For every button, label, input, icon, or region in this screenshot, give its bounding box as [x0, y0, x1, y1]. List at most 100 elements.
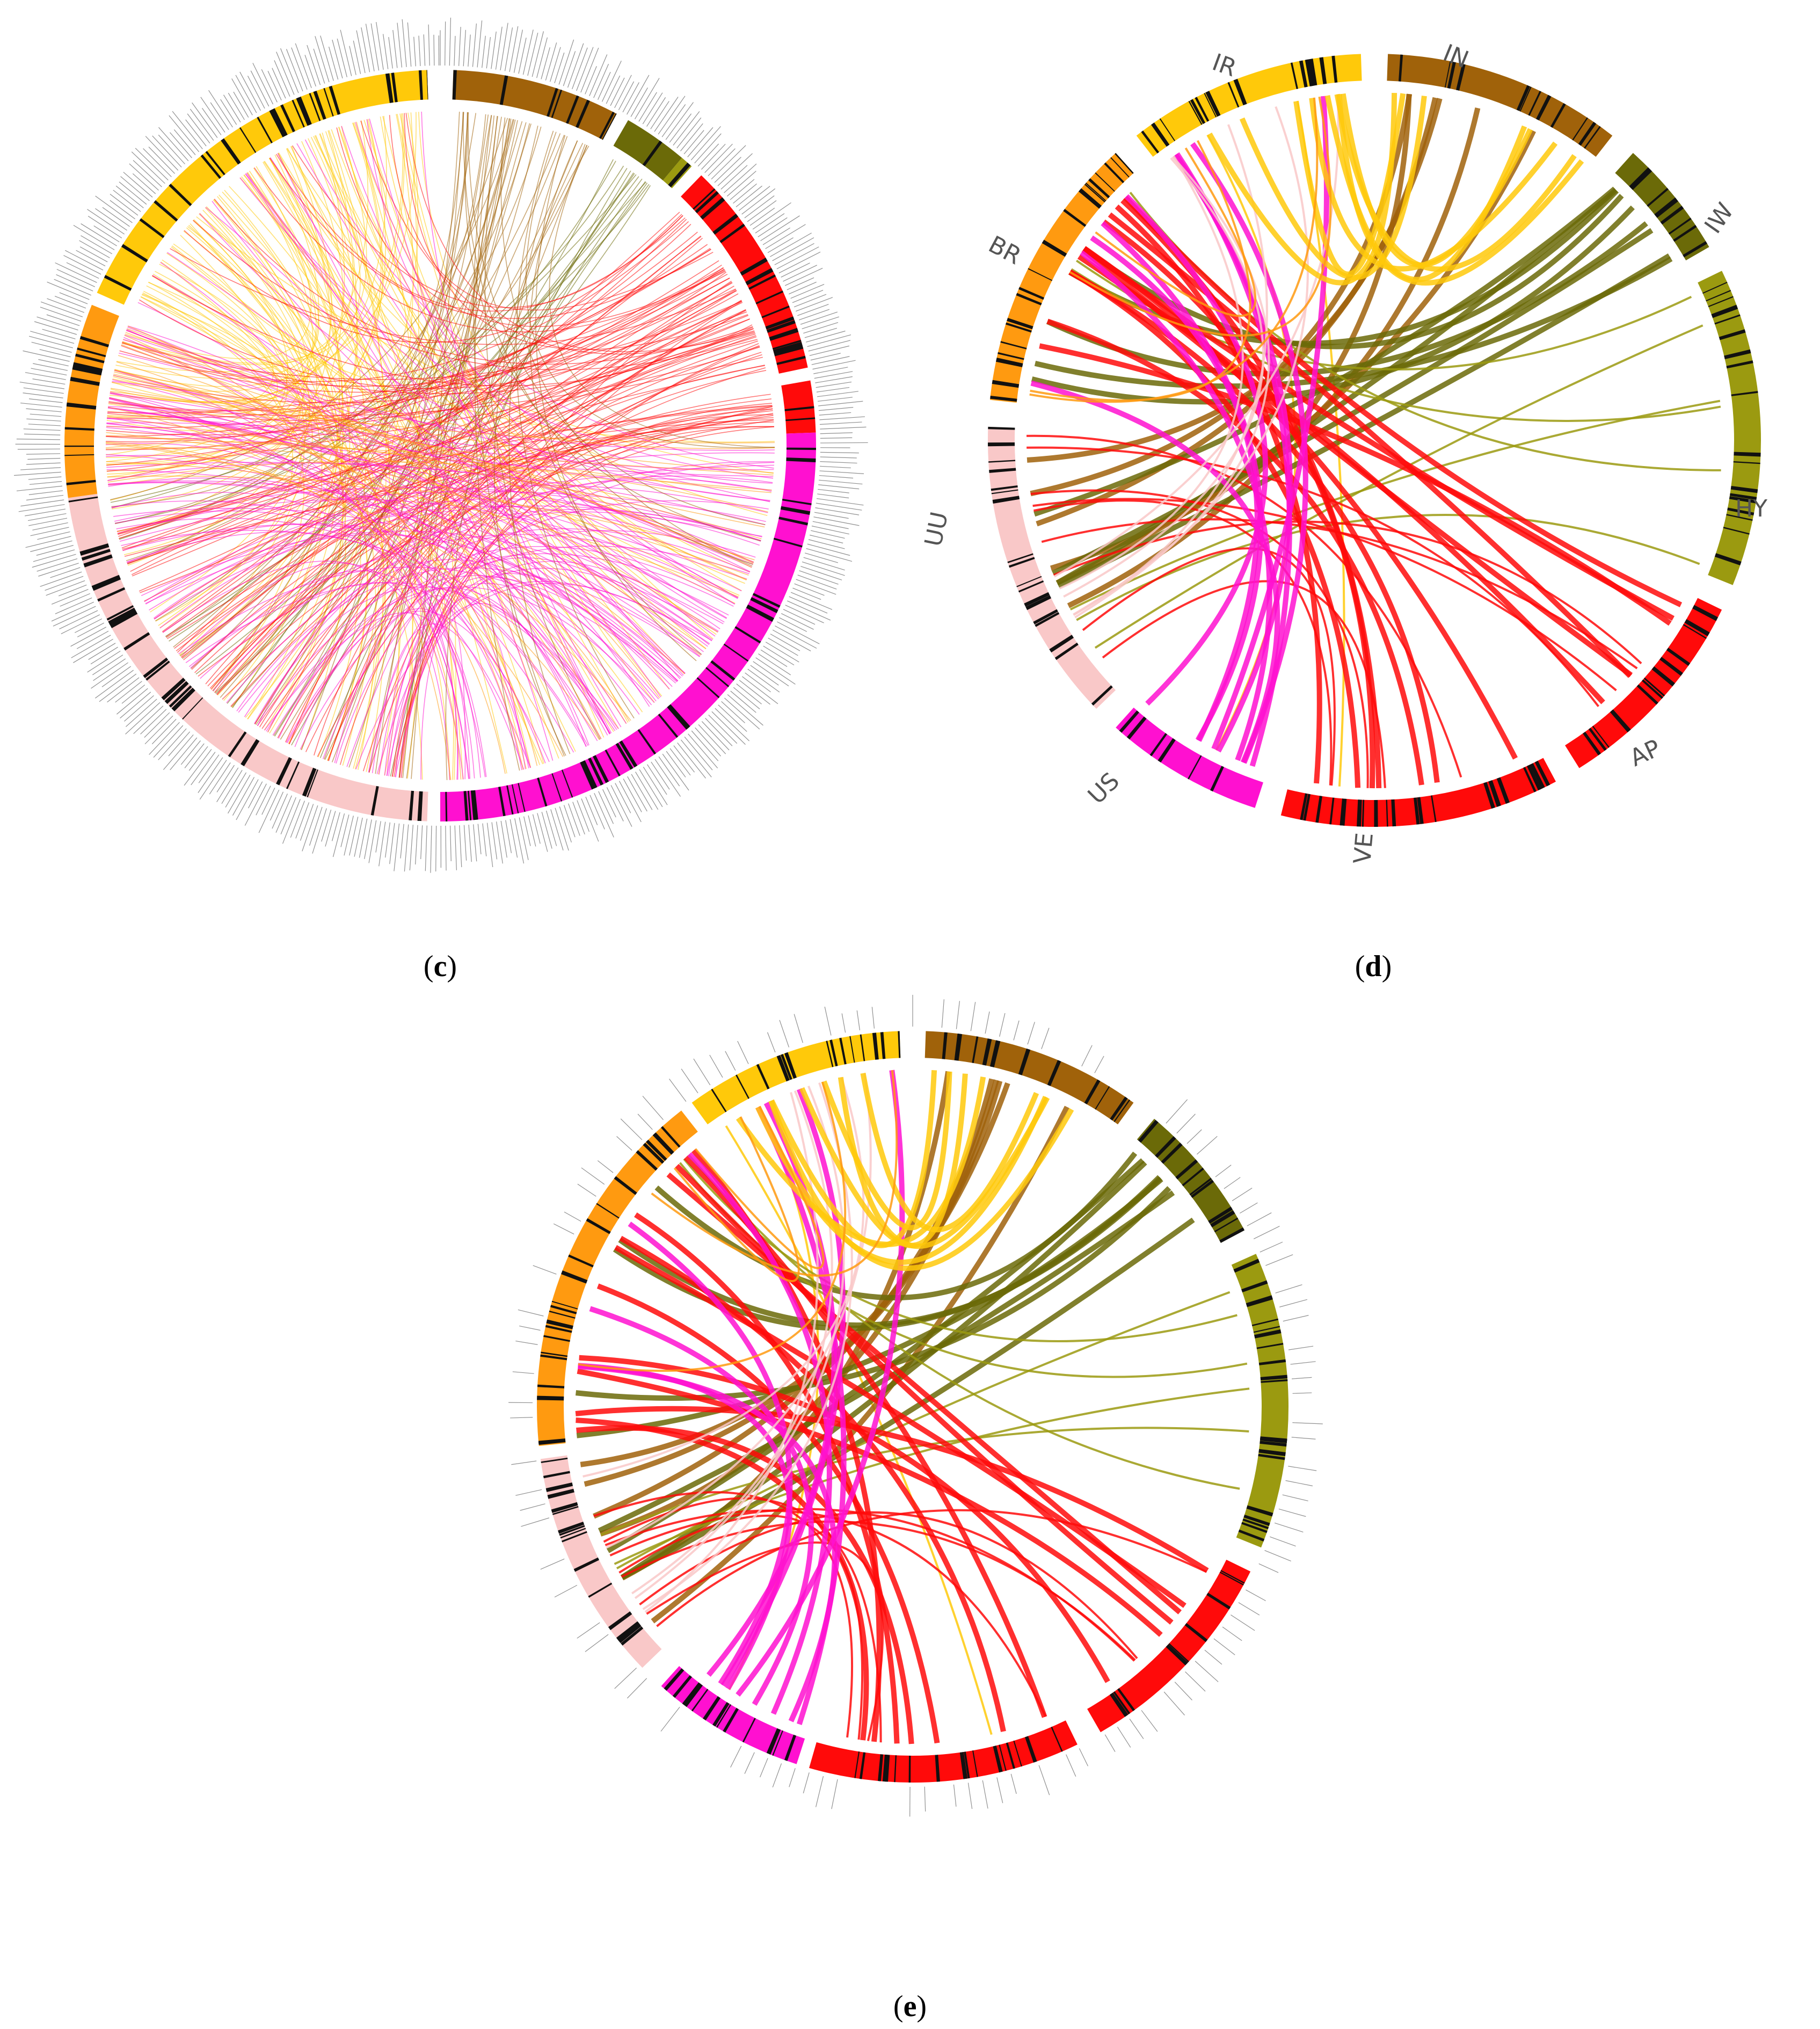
e-gene-label-mark — [1197, 1136, 1218, 1155]
c-gene-label-mark — [79, 246, 108, 263]
e-link — [675, 1163, 1174, 1625]
c-gene-label-mark — [38, 563, 79, 577]
c-gene-label-mark — [275, 795, 292, 833]
e-segment-in — [924, 1031, 1134, 1125]
e-gene-label-mark — [1238, 1602, 1260, 1616]
e-gene-band — [1095, 1086, 1110, 1110]
e-gene-label-mark — [1231, 1615, 1255, 1631]
d-gene-band — [1488, 780, 1501, 807]
c-link — [116, 518, 587, 747]
c-gene-band — [761, 306, 790, 318]
c-gene-label-mark — [522, 30, 534, 75]
c-gene-label-mark — [42, 329, 76, 339]
c-gene-label-mark — [425, 825, 427, 871]
c-link — [145, 464, 774, 604]
c-gene-label-mark — [819, 470, 864, 475]
e-link — [614, 1245, 1186, 1608]
d-segment-br — [989, 152, 1134, 403]
e-gene-label-mark — [1288, 1346, 1314, 1350]
c-gene-label-mark — [811, 526, 849, 535]
d-link — [1068, 188, 1619, 346]
e-gene-band — [1260, 1436, 1287, 1442]
c-gene-label-mark — [172, 111, 203, 149]
c-gene-label-mark — [55, 597, 92, 614]
c-segment-in — [452, 70, 617, 140]
e-gene-band — [982, 1038, 992, 1066]
c-link — [106, 435, 774, 476]
c-gene-label-mark — [252, 63, 274, 105]
c-gene-label-mark — [454, 825, 457, 870]
c-gene-label-mark — [93, 225, 120, 243]
c-gene-label-mark — [223, 94, 241, 122]
e-link — [755, 1095, 1049, 1266]
d-link — [1211, 96, 1329, 750]
d-gene-band — [1110, 157, 1130, 178]
e-gene-band — [872, 1032, 879, 1060]
e-gene-label-mark — [1195, 1661, 1219, 1682]
e-gene-label-mark — [1246, 1589, 1266, 1602]
d-link — [1090, 235, 1260, 742]
e-gene-band — [711, 1088, 727, 1112]
c-gene-label-mark — [694, 133, 722, 164]
c-link — [125, 166, 311, 360]
c-link — [269, 157, 711, 319]
c-gene-label-mark — [772, 237, 814, 261]
e-gene-label-mark — [1041, 1028, 1050, 1050]
d-gene-band — [1643, 677, 1665, 697]
c-link — [139, 299, 742, 389]
c-gene-band — [70, 376, 100, 386]
c-gene-band — [228, 731, 247, 758]
d-gene-band — [1536, 94, 1550, 120]
c-gene-label-mark — [741, 188, 776, 215]
c-gene-label-mark — [23, 350, 70, 362]
c-gene-band — [106, 605, 134, 621]
d-gene-band — [1006, 322, 1032, 333]
c-link — [188, 534, 742, 667]
c-segment-hy — [663, 157, 692, 188]
d-gene-band — [1636, 684, 1658, 705]
c-link — [468, 112, 766, 525]
e-gene-label-mark — [518, 1309, 544, 1317]
c-gene-band — [269, 110, 285, 137]
d-gene-band — [1303, 794, 1311, 821]
c-gene-label-mark — [79, 240, 110, 258]
e-link — [634, 1085, 845, 1599]
c-gene-label-mark — [537, 813, 548, 852]
d-gene-band — [1016, 576, 1042, 587]
e-gene-band — [573, 1557, 600, 1572]
c-gene-band — [221, 138, 241, 165]
c-gene-band — [776, 355, 806, 365]
e-gene-label-mark — [999, 1013, 1006, 1037]
d-gene-band — [1417, 797, 1424, 824]
c-gene-label-mark — [758, 653, 791, 675]
c-gene-label-mark — [125, 699, 157, 728]
c-gene-label-mark — [158, 134, 185, 164]
e-gene-band — [1182, 1167, 1204, 1187]
d-gene-band — [1119, 710, 1139, 733]
d-gene-band — [1526, 765, 1541, 791]
c-links — [105, 111, 775, 780]
e-gene-label-mark — [1081, 1045, 1093, 1067]
c-link — [108, 285, 301, 485]
e-gene-band — [859, 1752, 866, 1779]
c-gene-label-mark — [810, 534, 843, 544]
c-gene-label-mark — [208, 90, 233, 128]
e-gene-label-mark — [1215, 1165, 1232, 1177]
c-gene-label-mark — [37, 531, 70, 540]
d-gene-band — [1331, 55, 1338, 83]
d-link — [1076, 514, 1700, 621]
c-gene-label-mark — [803, 557, 845, 571]
e-gene-label-mark — [581, 1167, 605, 1185]
c-link — [107, 244, 708, 418]
e-gene-band — [1214, 1217, 1239, 1233]
c-link — [108, 482, 670, 690]
e-gene-label-mark — [982, 1780, 988, 1809]
d-gene-band — [1115, 152, 1134, 174]
c-gene-band — [286, 761, 300, 789]
c-gene-label-mark — [88, 215, 122, 238]
d-segment-ve — [1280, 758, 1556, 827]
e-gene-label-mark — [1285, 1480, 1313, 1487]
d-gene-band — [1204, 92, 1217, 118]
e-gene-band — [1246, 1505, 1273, 1517]
c-gene-band — [239, 127, 257, 153]
